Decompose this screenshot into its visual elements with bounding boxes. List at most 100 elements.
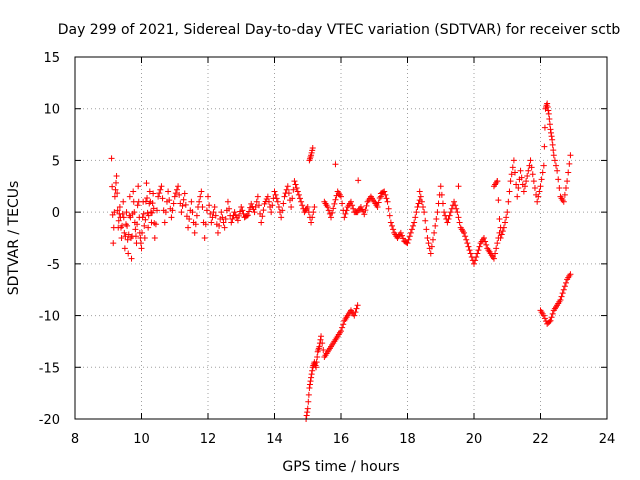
data-point xyxy=(431,229,438,236)
data-point xyxy=(384,198,391,205)
data-point xyxy=(239,207,246,214)
data-point xyxy=(251,209,258,216)
data-point xyxy=(313,364,320,371)
data-point xyxy=(561,283,568,290)
y-tick-label: -10 xyxy=(39,310,60,325)
data-point xyxy=(529,171,536,178)
data-point xyxy=(165,188,172,195)
data-point xyxy=(329,209,336,216)
data-point xyxy=(124,222,131,229)
data-point xyxy=(482,238,489,245)
data-point xyxy=(528,164,535,171)
data-point xyxy=(265,198,272,205)
data-point xyxy=(553,162,560,169)
data-point xyxy=(421,209,428,216)
data-point xyxy=(385,205,392,212)
data-point xyxy=(175,183,182,190)
data-point xyxy=(121,245,128,252)
data-point xyxy=(339,200,346,207)
data-point xyxy=(209,214,216,221)
data-point xyxy=(545,107,552,114)
data-point xyxy=(238,203,245,210)
data-point xyxy=(416,188,423,195)
data-point xyxy=(545,110,552,117)
y-tick-labels: -20 -15 -10 -5 0 5 10 15 xyxy=(39,51,60,428)
data-point xyxy=(203,207,210,214)
data-point xyxy=(305,398,312,405)
data-point xyxy=(407,229,414,236)
data-point xyxy=(157,186,164,193)
data-point xyxy=(376,195,383,202)
data-point xyxy=(527,157,534,164)
data-point xyxy=(382,191,389,198)
data-point xyxy=(186,216,193,223)
data-point xyxy=(548,314,555,321)
data-point xyxy=(560,286,567,293)
data-point xyxy=(258,219,265,226)
data-point xyxy=(303,412,310,419)
data-point xyxy=(281,193,288,200)
data-point xyxy=(141,222,148,229)
data-point xyxy=(540,312,547,319)
data-point xyxy=(508,171,515,178)
data-point xyxy=(480,235,487,241)
data-point xyxy=(381,188,388,195)
data-point xyxy=(539,169,546,176)
data-point xyxy=(428,243,435,250)
data-point xyxy=(541,143,548,150)
data-point xyxy=(124,236,131,243)
data-point xyxy=(220,219,227,226)
data-point xyxy=(314,353,321,360)
data-point xyxy=(279,207,286,214)
data-point xyxy=(474,250,481,257)
data-point xyxy=(566,160,573,167)
data-point xyxy=(362,207,369,214)
data-point xyxy=(350,205,357,212)
data-point xyxy=(119,210,126,217)
data-point xyxy=(168,214,175,221)
chart-title: Day 299 of 2021, Sidereal Day-to-day VTE… xyxy=(58,22,621,38)
data-point xyxy=(171,193,178,200)
data-point xyxy=(268,209,275,216)
data-point xyxy=(197,193,204,200)
data-point xyxy=(504,209,511,216)
data-point xyxy=(464,240,471,247)
data-point xyxy=(338,193,344,200)
data-point xyxy=(162,209,169,216)
data-point xyxy=(172,190,179,197)
data-point xyxy=(325,207,332,214)
data-point xyxy=(425,240,432,247)
data-point xyxy=(149,200,156,207)
data-point xyxy=(278,214,285,221)
data-point xyxy=(452,202,459,209)
data-point xyxy=(154,207,161,214)
data-point xyxy=(222,216,229,223)
data-point xyxy=(192,221,199,228)
data-point xyxy=(324,203,331,210)
data-point xyxy=(318,333,325,340)
data-point xyxy=(234,217,241,224)
y-tick-label: 15 xyxy=(43,51,60,66)
data-point xyxy=(555,176,562,183)
data-point xyxy=(127,214,134,221)
x-tick-label: 8 xyxy=(71,432,79,447)
data-point xyxy=(155,193,162,200)
data-point xyxy=(536,188,543,195)
y-tick-label: 10 xyxy=(43,103,60,118)
data-point xyxy=(305,391,312,398)
data-point xyxy=(130,188,137,195)
data-point xyxy=(191,229,198,236)
data-point xyxy=(565,169,572,176)
data-point xyxy=(547,126,554,133)
data-point xyxy=(272,191,279,198)
data-point xyxy=(544,100,551,107)
data-point xyxy=(243,212,250,219)
data-point xyxy=(383,195,390,202)
data-point xyxy=(218,209,225,216)
data-point xyxy=(347,198,354,205)
data-point xyxy=(304,405,311,412)
y-axis-title: SDTVAR / TECUs xyxy=(6,181,22,296)
data-point xyxy=(113,172,120,179)
data-point xyxy=(296,195,303,202)
data-point xyxy=(561,191,568,198)
